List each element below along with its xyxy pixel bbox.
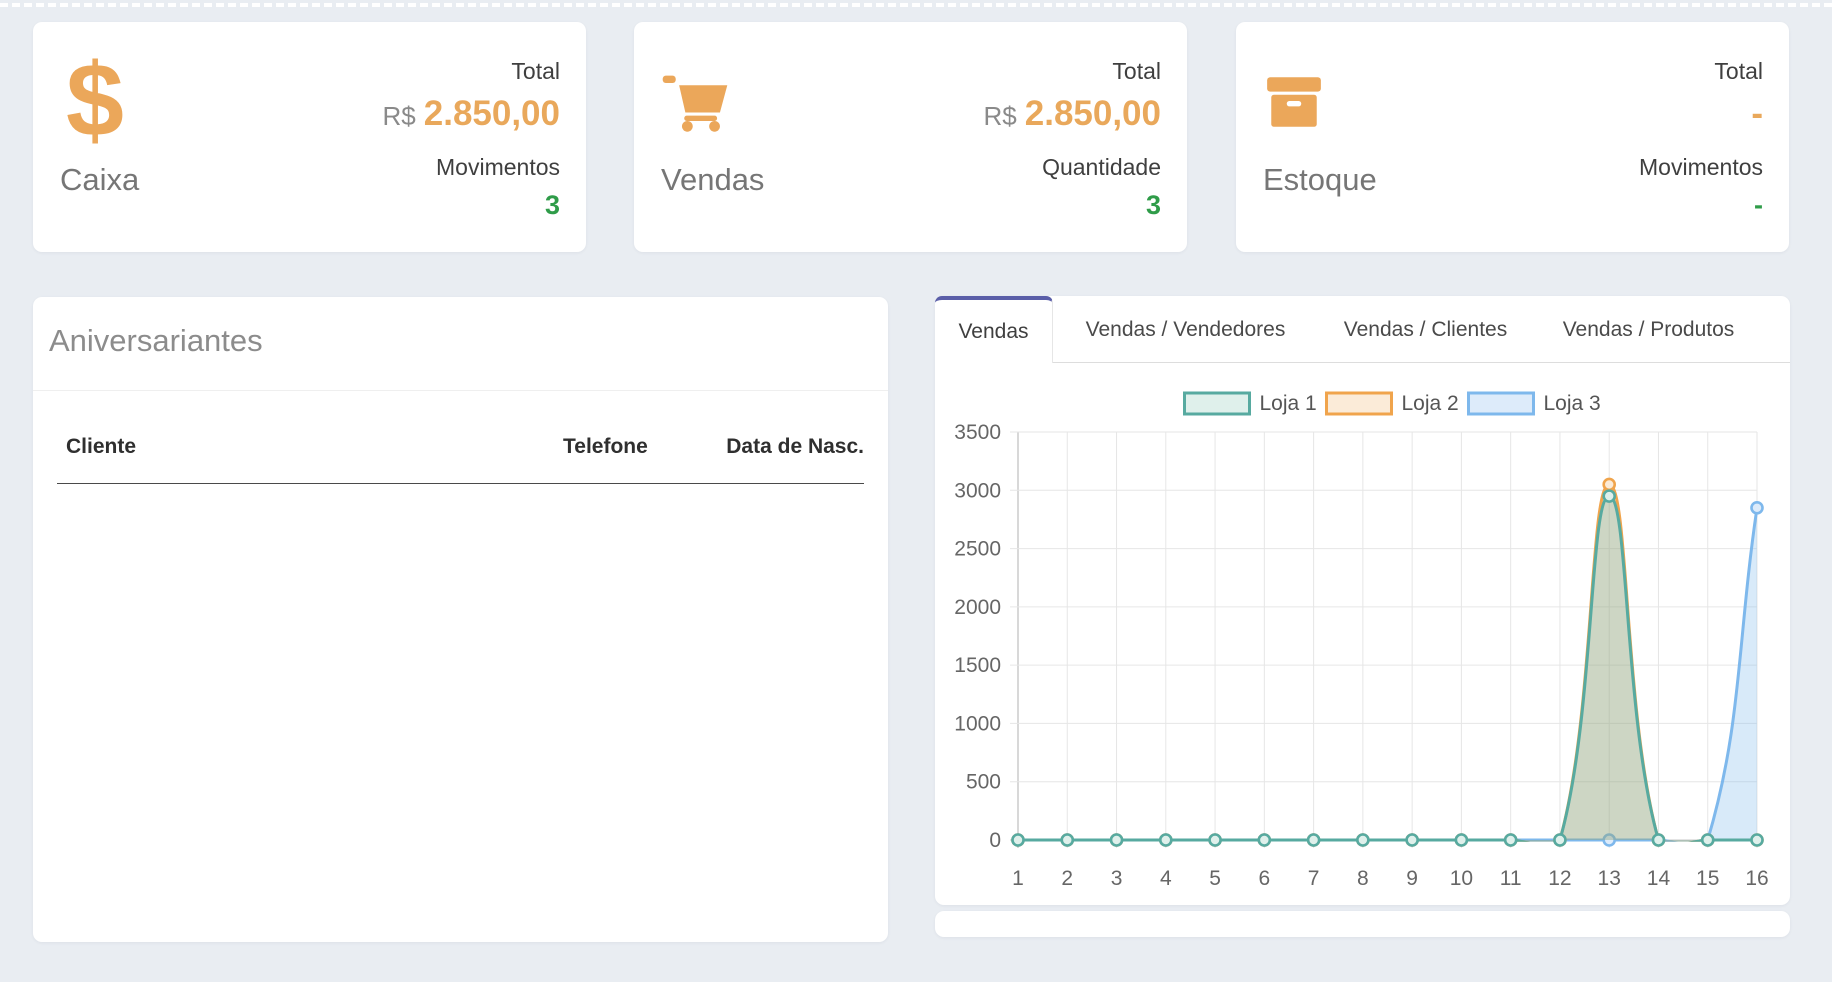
- svg-text:8: 8: [1357, 867, 1369, 890]
- column-cliente: Cliente: [57, 435, 563, 459]
- svg-text:3500: 3500: [954, 421, 1001, 444]
- movimentos-value: 3: [383, 190, 561, 221]
- tab-vendas-vendedores[interactable]: Vendas / Vendedores: [1054, 296, 1317, 363]
- movimentos-label: Movimentos: [1639, 154, 1763, 181]
- movimentos-label: Movimentos: [383, 154, 561, 181]
- svg-text:6: 6: [1258, 867, 1270, 890]
- quantidade-value: 3: [984, 190, 1162, 221]
- total-value: R$2.850,00: [984, 94, 1162, 134]
- column-telefone: Telefone: [563, 435, 692, 459]
- svg-text:10: 10: [1450, 867, 1473, 890]
- tab-vendas[interactable]: Vendas: [935, 296, 1053, 363]
- svg-text:Loja 2: Loja 2: [1402, 392, 1459, 415]
- cart-icon: [661, 72, 729, 132]
- sales-tabbar: Vendas Vendas / Vendedores Vendas / Clie…: [935, 296, 1790, 363]
- svg-text:3: 3: [1111, 867, 1123, 890]
- svg-text:1000: 1000: [954, 712, 1001, 735]
- svg-text:9: 9: [1406, 867, 1418, 890]
- card-estoque-label: Estoque: [1263, 162, 1377, 198]
- svg-text:11: 11: [1500, 867, 1522, 890]
- card-estoque: Estoque Total - Movimentos -: [1236, 22, 1789, 252]
- total-label: Total: [383, 58, 561, 85]
- birthdays-panel: Aniversariantes Cliente Telefone Data de…: [33, 297, 888, 942]
- svg-text:Loja 1: Loja 1: [1260, 392, 1317, 415]
- currency-prefix: R$: [984, 101, 1017, 131]
- svg-text:1: 1: [1012, 867, 1024, 890]
- svg-text:16: 16: [1745, 867, 1768, 890]
- legend-item-loja-2[interactable]: Loja 2: [1327, 392, 1459, 415]
- birthdays-title: Aniversariantes: [49, 323, 263, 358]
- sales-chart-card: Vendas Vendas / Vendedores Vendas / Clie…: [935, 296, 1790, 905]
- legend-item-loja-3[interactable]: Loja 3: [1469, 392, 1601, 415]
- svg-text:1500: 1500: [954, 654, 1001, 677]
- birthdays-table-header: Cliente Telefone Data de Nasc.: [57, 391, 864, 484]
- column-data-nasc: Data de Nasc.: [692, 435, 864, 459]
- svg-text:2: 2: [1061, 867, 1073, 890]
- box-icon: [1263, 73, 1325, 131]
- svg-text:5: 5: [1209, 867, 1221, 890]
- svg-text:14: 14: [1647, 867, 1671, 890]
- legend-item-loja-1[interactable]: Loja 1: [1185, 392, 1317, 415]
- svg-text:13: 13: [1598, 867, 1621, 890]
- dollar-icon: $: [60, 55, 124, 149]
- svg-text:500: 500: [966, 771, 1001, 794]
- tab-vendas-produtos[interactable]: Vendas / Produtos: [1534, 296, 1763, 363]
- card-caixa-label: Caixa: [60, 162, 139, 198]
- tab-vendas-clientes[interactable]: Vendas / Clientes: [1317, 296, 1534, 363]
- total-value: -: [1639, 94, 1763, 134]
- svg-text:15: 15: [1696, 867, 1719, 890]
- svg-text:3000: 3000: [954, 479, 1001, 502]
- svg-text:Loja 3: Loja 3: [1544, 392, 1601, 415]
- svg-text:2000: 2000: [954, 596, 1001, 619]
- currency-prefix: R$: [383, 101, 416, 131]
- total-label: Total: [1639, 58, 1763, 85]
- sales-chart-canvas[interactable]: 0500100015002000250030003500123456789101…: [935, 363, 1790, 905]
- svg-text:0: 0: [989, 829, 1001, 852]
- svg-text:7: 7: [1308, 867, 1320, 890]
- svg-text:12: 12: [1548, 867, 1571, 890]
- card-caixa: $ Caixa Total R$2.850,00 Movimentos 3: [33, 22, 586, 252]
- svg-text:2500: 2500: [954, 538, 1001, 561]
- quantidade-label: Quantidade: [984, 154, 1162, 181]
- card-vendas: Vendas Total R$2.850,00 Quantidade 3: [634, 22, 1187, 252]
- card-vendas-label: Vendas: [661, 162, 764, 198]
- total-value: R$2.850,00: [383, 94, 561, 134]
- total-label: Total: [984, 58, 1162, 85]
- svg-text:4: 4: [1160, 867, 1172, 890]
- sales-card-footer: [935, 911, 1790, 937]
- top-dashed-divider: [0, 3, 1832, 7]
- movimentos-value: -: [1639, 190, 1763, 221]
- birthdays-table: Cliente Telefone Data de Nasc.: [33, 391, 888, 484]
